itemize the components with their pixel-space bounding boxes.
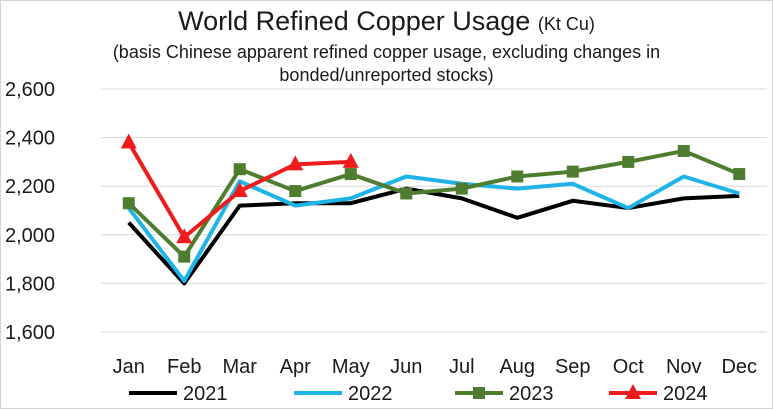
- x-tick-label: Aug: [499, 356, 535, 378]
- y-tick-label: 2,000: [5, 225, 55, 247]
- legend-label: 2024: [663, 383, 708, 405]
- data-point-2023: [677, 144, 690, 157]
- gridlines: [101, 88, 767, 333]
- chart-title-text: World Refined Copper Usage: [178, 6, 531, 36]
- legend-marker-triangle: [625, 384, 641, 399]
- y-tick-label: 1,800: [5, 273, 55, 295]
- chart-subtitle-line-1: (basis Chinese apparent refined copper u…: [112, 42, 661, 62]
- legend-marker-square: [473, 387, 485, 399]
- data-point-2023: [344, 168, 357, 181]
- y-tick-label: 2,200: [5, 176, 55, 198]
- series-2024: [120, 133, 359, 244]
- x-tick-label: Dec: [721, 356, 757, 378]
- data-point-2023: [733, 168, 746, 181]
- data-point-2024: [342, 152, 359, 168]
- series-line-2023: [127, 148, 741, 259]
- y-axis-tick-labels: 1,600 1,800 2,000 2,200 2,400 2,600: [5, 79, 55, 344]
- x-tick-label: Jan: [113, 356, 145, 378]
- chart-title: World Refined Copper Usage (Kt Cu): [1, 5, 772, 40]
- legend-label: 2021: [183, 383, 228, 405]
- x-tick-label: Oct: [613, 356, 645, 378]
- chart-subtitle-line-2: bonded/unreported stocks): [279, 65, 494, 85]
- data-point-2023: [122, 197, 135, 210]
- data-point-2023: [622, 155, 635, 168]
- y-tick-label: 2,600: [5, 79, 55, 101]
- data-point-2023: [289, 185, 302, 198]
- legend: 2021 2022 2023 2024: [129, 383, 708, 405]
- x-tick-label: Apr: [280, 356, 311, 378]
- data-point-2023: [178, 250, 191, 263]
- series-2021: [127, 186, 740, 286]
- x-tick-label: Sep: [555, 356, 591, 378]
- legend-item-2022: 2022: [294, 383, 393, 405]
- data-point-2023: [455, 182, 468, 195]
- x-tick-label: Jun: [390, 356, 422, 378]
- x-axis-tick-labels: Jan Feb Mar Apr May Jun Jul Aug Sep Oct Nov Dec: [113, 356, 757, 378]
- x-tick-label: Jul: [449, 356, 475, 378]
- series-2023: [122, 144, 746, 263]
- data-point-2023: [400, 187, 413, 200]
- y-tick-label: 2,400: [5, 128, 55, 150]
- x-tick-label: Mar: [223, 356, 258, 378]
- legend-label: 2023: [509, 383, 554, 405]
- data-point-2024: [176, 228, 193, 244]
- series-lines: [120, 133, 746, 286]
- data-point-2024: [231, 182, 248, 198]
- data-point-2023: [566, 165, 579, 178]
- x-tick-label: May: [332, 356, 370, 378]
- legend-item-2023: 2023: [455, 383, 554, 405]
- legend-label: 2022: [348, 383, 393, 405]
- chart-title-unit: (Kt Cu): [537, 14, 595, 34]
- data-point-2024: [287, 155, 304, 171]
- legend-item-2021: 2021: [129, 383, 228, 405]
- x-tick-label: Nov: [666, 356, 702, 378]
- chart-header: World Refined Copper Usage (Kt Cu) (basi…: [1, 5, 772, 86]
- data-point-2024: [120, 133, 137, 149]
- y-tick-label: 1,600: [5, 322, 55, 344]
- series-line-2021: [127, 186, 740, 286]
- data-point-2023: [511, 170, 524, 183]
- data-point-2023: [233, 163, 246, 176]
- legend-item-2024: 2024: [609, 383, 708, 405]
- x-tick-label: Feb: [167, 356, 201, 378]
